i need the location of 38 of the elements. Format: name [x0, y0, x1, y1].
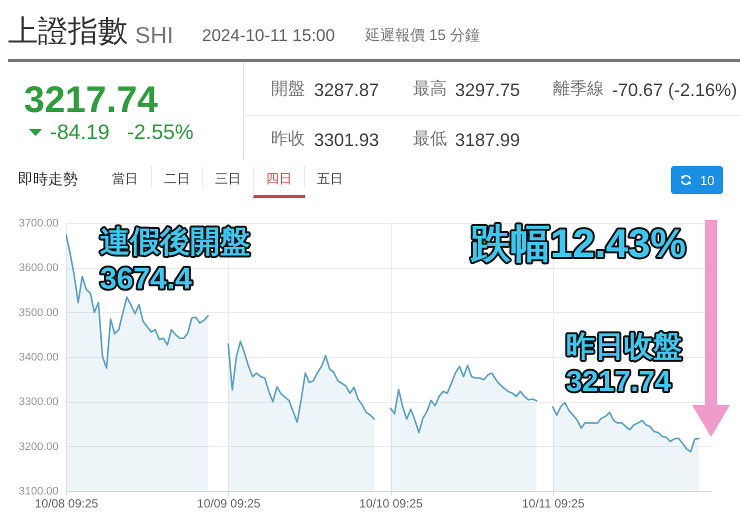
- x-tick-label: 10/08 09:25: [34, 496, 99, 510]
- text: 五日: [317, 171, 343, 186]
- text: 二日: [164, 171, 190, 186]
- text: 最高: [413, 79, 447, 98]
- y-tick-label: 3400.00: [18, 352, 58, 364]
- text: 3297.75: [455, 80, 520, 100]
- y-tick-label: 3100.00: [18, 486, 58, 498]
- text: 3287.87: [314, 80, 380, 100]
- text: 昨收: [271, 129, 305, 148]
- y-tick-label: 3700.00: [18, 218, 58, 230]
- text: 開盤: [271, 79, 305, 98]
- x-tick-label: 10/10 09:25: [359, 496, 424, 510]
- x-tick-label: 10/11 09:25: [522, 496, 585, 510]
- annotation: 連假後開盤 3674.4: [100, 225, 250, 296]
- text: 延遲報價 15 分鐘: [365, 27, 480, 44]
- text: -70.67 (-2.16%): [612, 80, 738, 100]
- text: 3217.74: [24, 79, 158, 120]
- text: 3187.99: [455, 130, 520, 150]
- text: 上證指數: [8, 15, 128, 48]
- text: 2024-10-11 15:00: [202, 26, 335, 45]
- text: 四日: [266, 171, 292, 186]
- y-tick-label: 3500.00: [18, 306, 58, 319]
- x-tick-label: 10/09 09:25: [197, 496, 261, 510]
- text: -84.19: [50, 121, 110, 144]
- text: 當日: [112, 171, 138, 186]
- y-tick-label: 3200.00: [18, 440, 58, 453]
- annotation: 跌幅12.43%: [469, 222, 686, 266]
- y-tick-label: 3300.00: [18, 396, 58, 408]
- y-tick-label: 3600.00: [18, 262, 58, 274]
- text: -2.55%: [127, 121, 194, 144]
- annotation: 昨日收盤 3217.74: [566, 331, 682, 398]
- text: 三日: [215, 171, 241, 186]
- text: 離季線: [553, 79, 604, 98]
- text: 最低: [413, 129, 447, 148]
- text: SHI: [135, 22, 174, 48]
- text: 3301.93: [314, 130, 380, 150]
- text: 即時走勢: [18, 171, 78, 188]
- text: 10: [700, 173, 714, 188]
